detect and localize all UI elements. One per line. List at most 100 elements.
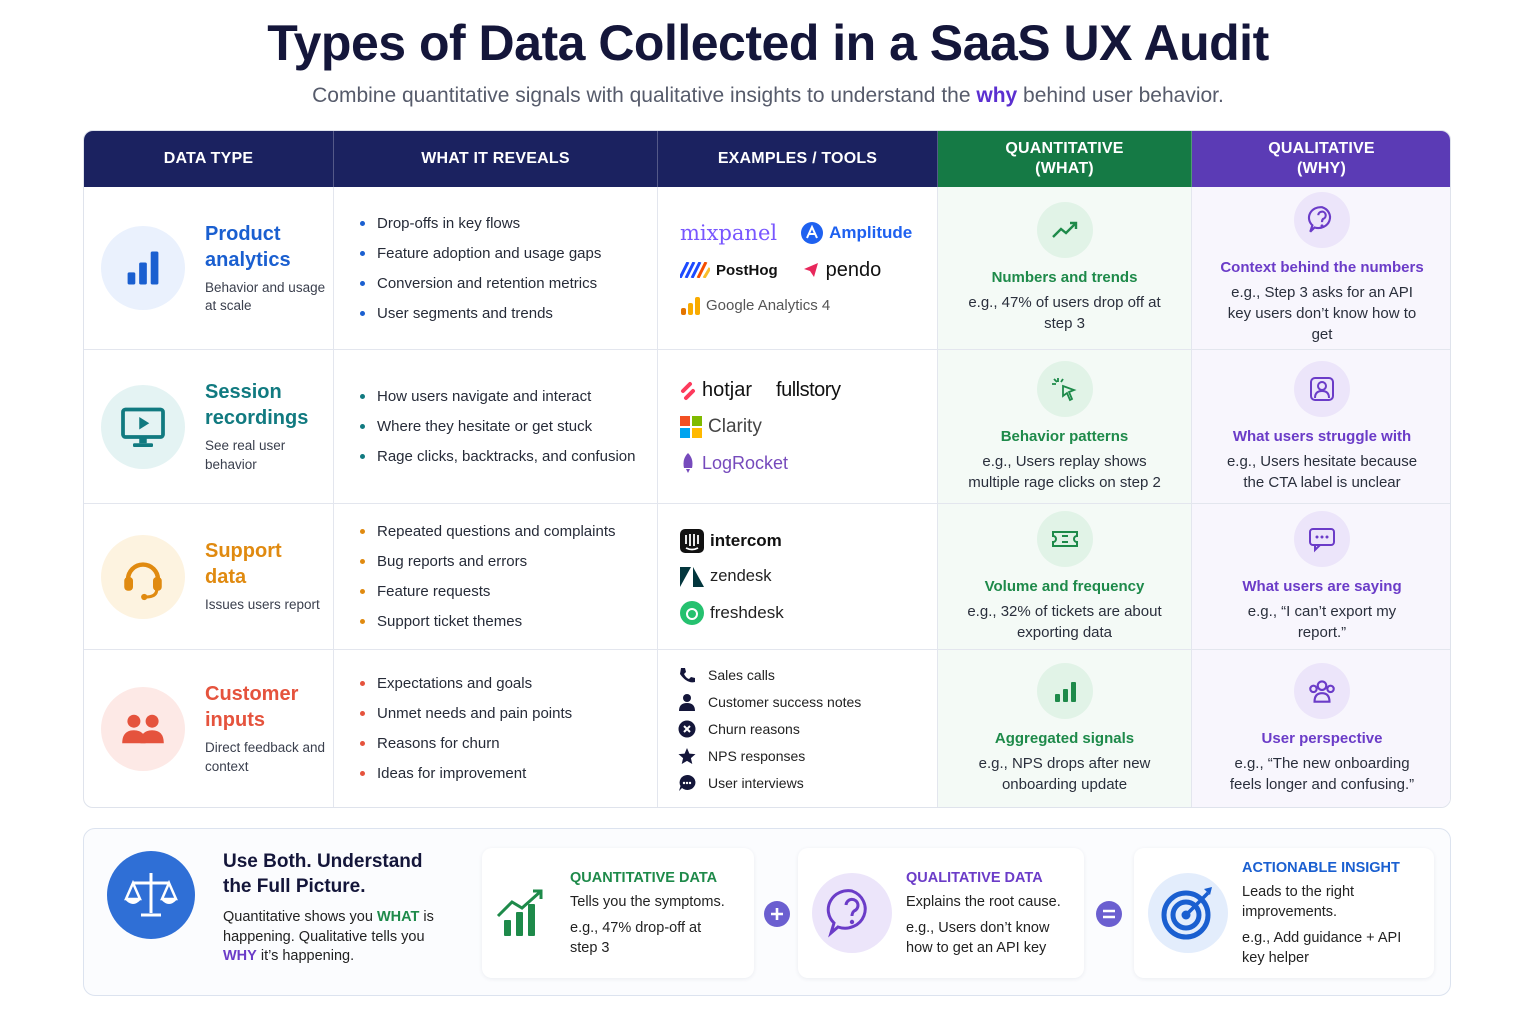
icon-shape [803,263,818,277]
row-text: Session recordings See real user behavior [205,379,330,474]
row-icon [101,384,185,469]
icon-shape [1314,389,1330,398]
table-cell: Numbers and trends e.g., 47% of users dro… [938,187,1192,350]
quant-example: e.g., NPS drops after new onboarding upd… [978,754,1151,793]
qual-heading: User perspective [1261,729,1383,747]
icon-shape [516,912,523,936]
tool-item: NPS responses [678,747,937,765]
row-title: Customer inputs [205,683,299,731]
icon-shape [686,607,698,620]
subtitle-part: behind user behavior. [1017,84,1224,107]
quant-icon [1036,662,1093,719]
icon-shape [1307,205,1332,232]
column-header: EXAMPLES / TOOLS [658,131,938,187]
card-text: QUALITATIVE DATA Explains the root cause.… [906,869,1066,958]
reveals-item: Feature requests [360,581,657,602]
row-title: Session recordings [205,381,309,429]
row-text: Product analytics Behavior and usage at s… [205,221,330,316]
quant-icon [1036,510,1093,567]
icon-shape [150,251,159,285]
table-cell: Support data Issues users report [84,504,334,650]
icon-shape [504,920,511,936]
reveals-item: User segments and trends [360,303,657,324]
icon-shape [1307,205,1332,232]
icon-shape [124,561,162,600]
row-description: Behavior and usage at scale [205,279,326,314]
icon-shape [764,901,790,927]
tool-logo-mark [680,600,704,625]
summary-body-part: WHY [223,948,257,964]
icon-shape [1062,688,1068,702]
tool-name: Google Analytics 4 [706,297,831,314]
reveals-list: How users navigate and interact Where the… [334,350,657,503]
tool-logo-mark [680,452,696,474]
reveals-item: Expectations and goals [360,673,657,694]
tool-name: Customer success notes [708,693,862,710]
icon-shape [680,262,702,278]
tool-name: User interviews [708,774,804,791]
tool-logo: freshdesk [680,600,784,625]
icon-shape [688,781,692,784]
icon-shape [682,781,686,784]
row-title: Support data [205,540,282,589]
table-cell: How users navigate and interact Where the… [334,350,658,504]
card-example: e.g., Users don’t know how to get an API… [906,919,1050,956]
tool-logo: Clarity [680,416,762,438]
tool-name: pendo [825,258,882,281]
icon-shape [127,251,159,285]
title: Types of Data Collected in a SaaS UX Aud… [267,15,1269,71]
icon-shape [1051,377,1077,401]
table-cell: What users struggle with e.g., Users hesi… [1192,350,1450,504]
reveals-list: Drop-offs in key flows Feature adoption a… [334,187,657,349]
tool-logo-mark [680,296,700,316]
icon-shape [141,593,148,600]
qual-icon [1294,662,1350,719]
column-header: QUANTITATIVE (WHAT) [938,131,1192,187]
icon-shape [680,600,704,625]
card-text: ACTIONABLE INSIGHT Leads to the right imp… [1242,859,1402,968]
card-heading: ACTIONABLE INSIGHT [1242,859,1400,876]
card-text-body: Tells you the symptoms. [570,893,725,910]
icon-shape [145,714,159,728]
table-cell: What users are saying e.g., “I can’t expo… [1192,504,1450,650]
reveals-item: Unmet needs and pain points [360,703,657,724]
card-heading: QUALITATIVE DATA [906,869,1043,886]
card-icon [812,873,892,953]
quant-icon [1036,202,1093,258]
tool-logo-mark [801,221,824,244]
tool-name: LogRocket [702,452,789,473]
icon-shape [683,693,691,702]
tool-line: LogRocket [680,452,937,474]
icon-shape [1051,530,1078,547]
tool-logo-mark [680,262,710,278]
icon-shape [679,774,696,791]
row-description: Direct feedback and context [205,740,326,774]
icon-shape [1310,376,1334,401]
icon-shape [1309,679,1335,703]
tool-item: Sales calls [678,666,937,684]
icon-shape [145,588,159,599]
icon-shape [678,747,696,764]
tool-line: PostHog pendo [680,259,937,282]
icon-shape [680,416,690,426]
card-example: e.g., Add guidance + API key helper [1242,929,1402,966]
icon-shape [1310,376,1334,401]
reveals-item: Support ticket themes [360,611,657,632]
icon-shape [680,566,704,587]
quant-icon [1036,360,1093,417]
icon-shape [1054,693,1060,702]
icon-shape [1096,901,1122,927]
card-text-body: Leads to the right improvements. [1242,883,1355,920]
column-header: QUALITATIVE (WHY) [1192,131,1450,187]
summary-body-part: is happening. Qualitative tells you [223,909,434,945]
tool-logo: LogRocket [680,452,788,474]
tool-line: mixpanel Amplitude [680,221,937,245]
summary-body: Quantitative shows you WHAT is happening… [223,908,438,967]
icon-shape [1103,909,1115,919]
table-cell: Customer inputs Direct feedback and conte… [84,650,334,807]
column-header: WHAT IT REVEALS [334,131,658,187]
icon-shape [680,416,702,438]
icon-shape [107,851,195,939]
icon-shape [1317,210,1327,222]
